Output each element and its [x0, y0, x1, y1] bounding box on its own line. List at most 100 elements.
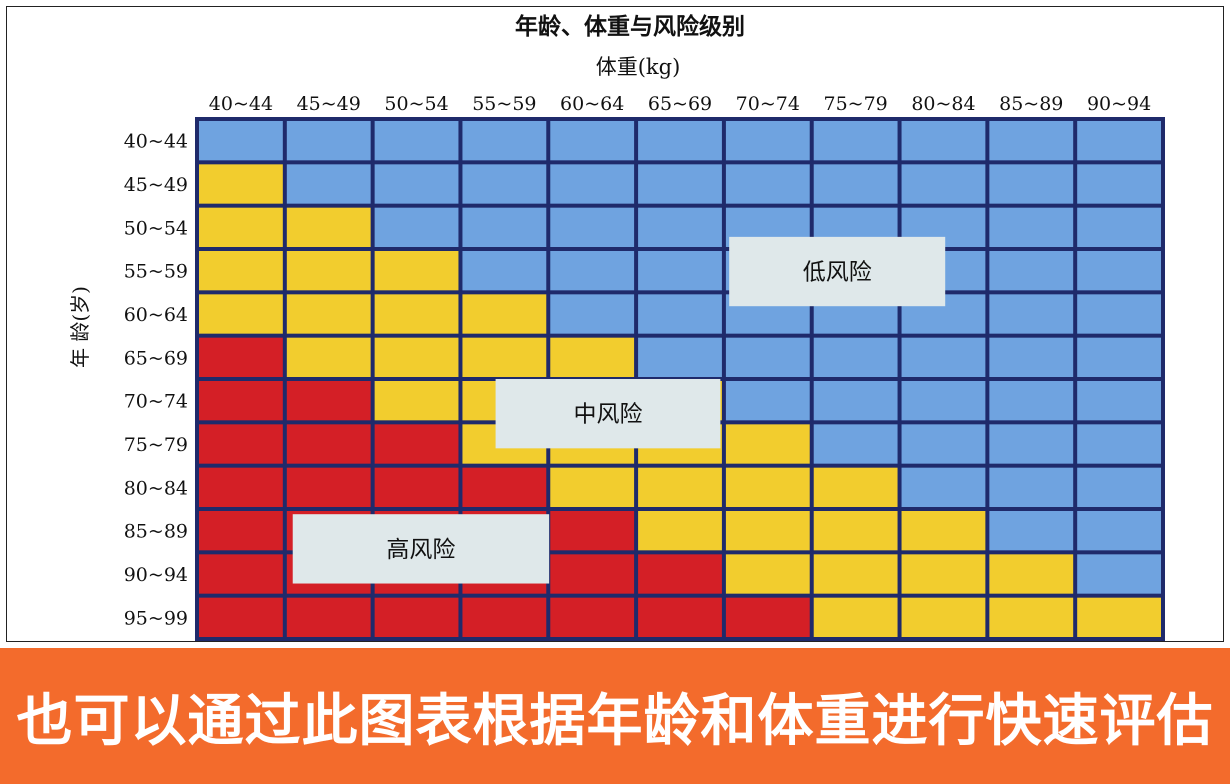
heatmap-cell-2-4 — [550, 207, 635, 247]
heatmap-cell-4-1 — [286, 294, 371, 334]
heatmap-cell-4-4 — [550, 294, 635, 334]
heatmap-cell-5-7 — [813, 337, 898, 377]
heatmap-cell-11-4 — [550, 597, 635, 637]
heatmap-cell-11-1 — [286, 597, 371, 637]
heatmap-cell-0-2 — [374, 121, 459, 161]
heatmap-cell-0-6 — [725, 121, 810, 161]
heatmap-cell-11-3 — [462, 597, 547, 637]
chart-frame: 年龄、体重与风险级别 体重(kg) 40~44 45~49 50~54 55~59 60… — [6, 6, 1224, 642]
heatmap-cell-11-8 — [901, 597, 986, 637]
x-tick-label: 85~89 — [999, 93, 1063, 115]
heatmap-cell-10-5 — [638, 554, 722, 594]
heatmap-cell-1-2 — [374, 164, 459, 204]
heatmap-cell-7-1 — [286, 424, 371, 464]
y-tick-label: 45~49 — [124, 174, 188, 196]
x-tick-label: 80~84 — [911, 93, 975, 115]
risk-heatmap: 年龄、体重与风险级别 体重(kg) 40~44 45~49 50~54 55~59 60… — [68, 13, 1165, 641]
heatmap-cell-8-6 — [725, 467, 810, 507]
heatmap-cell-4-2 — [374, 294, 459, 334]
heatmap-cell-2-1 — [286, 207, 371, 247]
y-axis-label-group: 年 龄(岁) — [68, 286, 92, 368]
heatmap-cell-1-0 — [199, 164, 283, 204]
heatmap-cell-3-10 — [1077, 251, 1161, 291]
heatmap-cell-5-9 — [989, 337, 1074, 377]
heatmap-cell-3-4 — [550, 251, 635, 291]
heatmap-cell-4-0 — [199, 294, 283, 334]
heatmap-cell-0-0 — [199, 121, 283, 161]
heatmap-cell-4-3 — [462, 294, 547, 334]
heatmap-cell-3-3 — [462, 251, 547, 291]
heatmap-cell-8-0 — [199, 467, 283, 507]
heatmap-cell-8-5 — [638, 467, 722, 507]
heatmap-cell-6-1 — [286, 381, 371, 421]
heatmap-cell-10-0 — [199, 554, 283, 594]
heatmap-cell-6-8 — [901, 381, 986, 421]
y-axis-label: 年 龄(岁) — [68, 286, 92, 368]
heatmap-cell-9-5 — [638, 511, 722, 551]
y-tick-label: 50~54 — [124, 217, 188, 239]
summary-banner: 也可以通过此图表根据年龄和体重进行快速评估 — [0, 648, 1230, 784]
heatmap-cell-5-4 — [550, 337, 635, 377]
heatmap-cell-0-5 — [638, 121, 722, 161]
heatmap-cell-7-10 — [1077, 424, 1161, 464]
heatmap-cell-2-10 — [1077, 207, 1161, 247]
heatmap-cell-6-7 — [813, 381, 898, 421]
heatmap-cell-7-8 — [901, 424, 986, 464]
heatmap-cell-8-2 — [374, 467, 459, 507]
y-tick-label: 55~59 — [124, 261, 188, 283]
heatmap-cell-0-3 — [462, 121, 547, 161]
heatmap-cell-3-2 — [374, 251, 459, 291]
risk-label-box — [495, 379, 721, 449]
x-tick-label: 45~49 — [297, 93, 361, 115]
risk-label-box — [292, 514, 550, 584]
heatmap-cell-10-6 — [725, 554, 810, 594]
x-tick-label: 75~79 — [823, 93, 887, 115]
heatmap-cell-9-4 — [550, 511, 635, 551]
y-tick-label: 65~69 — [124, 347, 188, 369]
heatmap-cell-5-8 — [901, 337, 986, 377]
risk-label-text: 高风险 — [386, 537, 455, 563]
y-tick-label: 95~99 — [124, 607, 188, 629]
x-tick-label: 60~64 — [560, 93, 624, 115]
x-tick-labels: 40~44 45~49 50~54 55~59 60~64 65~69 70~74 75~79… — [209, 93, 1151, 115]
heatmap-cell-6-9 — [989, 381, 1074, 421]
heatmap-cell-10-9 — [989, 554, 1074, 594]
risk-label-text: 低风险 — [803, 260, 872, 286]
heatmap-cell-3-1 — [286, 251, 371, 291]
banner-text: 也可以通过此图表根据年龄和体重进行快速评估 — [16, 688, 1214, 754]
x-axis-label: 体重(kg) — [596, 55, 681, 79]
heatmap-cell-4-5 — [638, 294, 722, 334]
heatmap-cell-0-7 — [813, 121, 898, 161]
y-tick-label: 85~89 — [124, 521, 188, 543]
heatmap-cell-1-6 — [725, 164, 810, 204]
heatmap-cell-7-2 — [374, 424, 459, 464]
heatmap-cell-0-10 — [1077, 121, 1161, 161]
heatmap-cell-2-3 — [462, 207, 547, 247]
heatmap-cell-0-9 — [989, 121, 1074, 161]
heatmap-cell-0-8 — [901, 121, 986, 161]
heatmap-cell-3-5 — [638, 251, 722, 291]
heatmap-cell-5-3 — [462, 337, 547, 377]
heatmap-cell-1-3 — [462, 164, 547, 204]
x-tick-label: 90~94 — [1087, 93, 1151, 115]
heatmap-cell-0-1 — [286, 121, 371, 161]
y-tick-labels: 40~44 45~49 50~54 55~59 60~64 65~69 70~74 75~79… — [124, 131, 188, 630]
risk-label-text: 中风险 — [573, 402, 642, 428]
heatmap-cell-1-9 — [989, 164, 1074, 204]
heatmap-cell-0-4 — [550, 121, 635, 161]
heatmap-cell-4-10 — [1077, 294, 1161, 334]
heatmap-cell-8-9 — [989, 467, 1074, 507]
heatmap-cell-5-0 — [199, 337, 283, 377]
y-tick-label: 70~74 — [124, 391, 188, 413]
heatmap-cell-6-10 — [1077, 381, 1161, 421]
heatmap-cell-10-10 — [1077, 554, 1161, 594]
heatmap-cell-8-7 — [813, 467, 898, 507]
heatmap-cell-1-1 — [286, 164, 371, 204]
heatmap-cell-6-2 — [374, 381, 459, 421]
heatmap-cell-4-9 — [989, 294, 1074, 334]
heatmap-cell-10-4 — [550, 554, 635, 594]
heatmap-cell-11-2 — [374, 597, 459, 637]
heatmap-cell-5-5 — [638, 337, 722, 377]
heatmap-cell-1-8 — [901, 164, 986, 204]
